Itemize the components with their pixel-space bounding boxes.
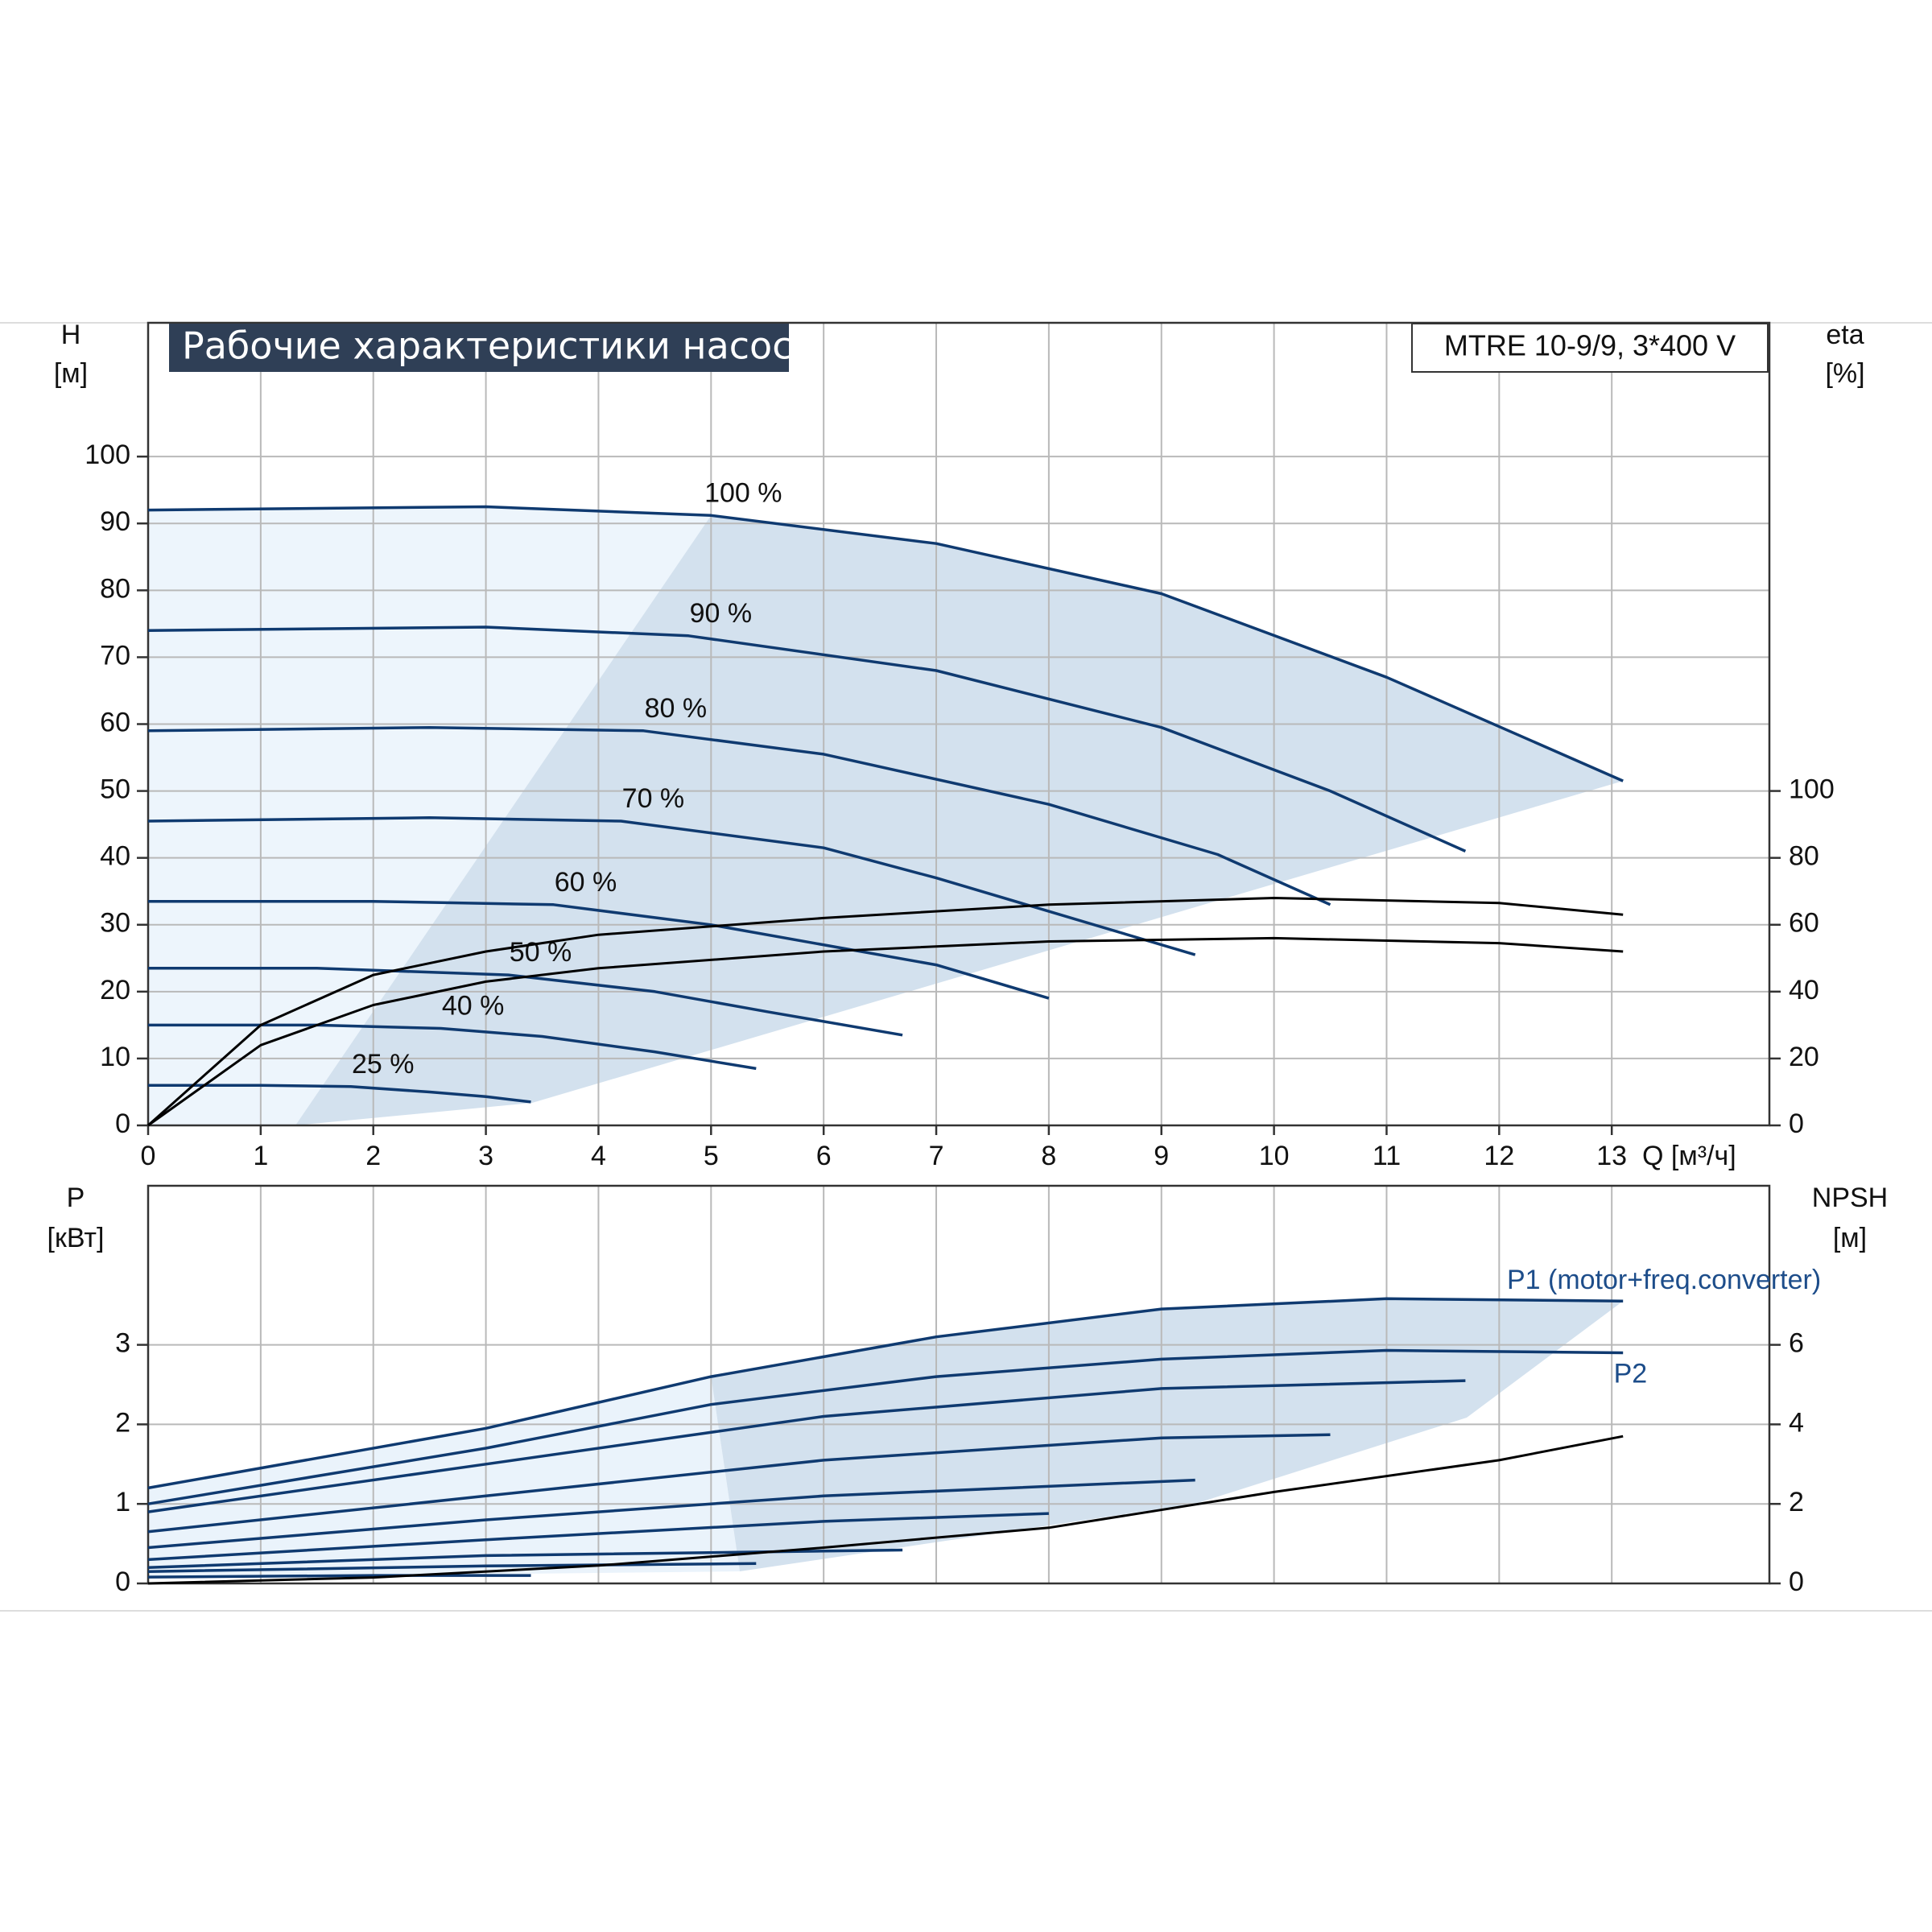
secondary-line [147, 936, 1624, 1127]
line [148, 1023, 757, 1071]
y-tick-label: 80 [100, 573, 130, 604]
title-box [169, 324, 789, 372]
line [148, 967, 903, 1037]
series-label: 50 % [510, 937, 572, 968]
line [147, 505, 1624, 782]
y2-tick-label: 80 [1789, 841, 1819, 872]
y-tick-label: 70 [100, 640, 130, 671]
secondary-line [147, 1435, 1624, 1585]
line [147, 1379, 1466, 1513]
plot-frame [147, 321, 1771, 1127]
x-axis-label: Q [м³/ч] [1642, 1141, 1736, 1171]
y2-axis-unit: [%] [1825, 358, 1864, 389]
x-tick-label: 9 [1154, 1141, 1169, 1171]
y2-axis-unit: [м] [1833, 1223, 1867, 1253]
y-tick-label: 0 [115, 1108, 130, 1139]
line [147, 1512, 1049, 1562]
y2-tick-label: 4 [1789, 1407, 1804, 1438]
model-box [1411, 323, 1769, 373]
y-tick-label: 60 [100, 707, 130, 737]
line [147, 816, 1196, 956]
plot-frame [147, 1184, 1771, 1585]
x-tick-label: 5 [704, 1141, 719, 1171]
y2-axis-label: NPSH [1812, 1183, 1888, 1213]
x-tick-label: 8 [1041, 1141, 1056, 1171]
y-tick-label: 0 [115, 1567, 130, 1597]
area-dark [295, 515, 1624, 1125]
series-label: P2 [1614, 1358, 1648, 1389]
line [147, 1297, 1624, 1490]
x-tick-label: 3 [478, 1141, 493, 1171]
line [148, 899, 1050, 1000]
model-label: MTRE 10-9/9, 3*400 V [1444, 329, 1736, 362]
y2-tick-label: 20 [1789, 1042, 1819, 1072]
series-label: 25 % [352, 1049, 415, 1080]
line [147, 1574, 531, 1579]
y2-tick-label: 0 [1789, 1567, 1804, 1597]
series-label: 60 % [555, 867, 617, 898]
y-tick-label: 30 [100, 908, 130, 939]
y-tick-label: 1 [115, 1487, 130, 1517]
line [147, 1433, 1331, 1534]
series-label: 90 % [690, 598, 753, 629]
y2-tick-label: 0 [1789, 1108, 1804, 1139]
y-tick-label: 90 [100, 506, 130, 537]
y2-tick-label: 60 [1789, 908, 1819, 939]
series-label: 40 % [442, 991, 505, 1022]
y-axis-unit: [кВт] [47, 1223, 105, 1253]
y2-tick-label: 40 [1789, 975, 1819, 1005]
y-axis-label: P [67, 1183, 85, 1213]
area-light [148, 506, 712, 1125]
line [147, 1562, 757, 1573]
series-label: 80 % [645, 693, 708, 724]
y-tick-label: 20 [100, 975, 130, 1005]
y-tick-label: 10 [100, 1042, 130, 1072]
line [147, 1478, 1195, 1550]
secondary-line [147, 897, 1624, 1127]
y-tick-label: 3 [115, 1328, 130, 1359]
x-tick-label: 2 [365, 1141, 381, 1171]
x-tick-label: 0 [141, 1141, 156, 1171]
y-tick-label: 40 [100, 841, 130, 872]
y2-tick-label: 2 [1789, 1487, 1804, 1517]
y-tick-label: 100 [85, 440, 130, 470]
line [147, 1348, 1624, 1505]
series-label: 70 % [622, 783, 685, 814]
y-axis-unit: [м] [54, 358, 88, 389]
x-tick-label: 11 [1373, 1141, 1401, 1171]
y2-tick-label: 6 [1789, 1328, 1804, 1359]
series-label: 100 % [704, 477, 782, 508]
y-tick-label: 50 [100, 774, 130, 805]
x-tick-label: 6 [816, 1141, 832, 1171]
x-tick-label: 7 [929, 1141, 944, 1171]
x-tick-label: 4 [591, 1141, 606, 1171]
y-axis-label: H [61, 320, 81, 350]
series-label: P1 (motor+freq.converter) [1507, 1265, 1821, 1295]
x-tick-label: 10 [1259, 1141, 1290, 1171]
y2-tick-label: 100 [1789, 774, 1835, 805]
x-tick-label: 12 [1484, 1141, 1514, 1171]
chart-title: Рабочие характеристики насоса [182, 324, 815, 368]
y2-axis-label: eta [1826, 320, 1864, 350]
x-tick-label: 1 [253, 1141, 268, 1171]
line [147, 625, 1467, 852]
line [148, 1084, 531, 1104]
x-tick-label: 13 [1596, 1141, 1627, 1171]
y-tick-label: 2 [115, 1407, 130, 1438]
line [147, 725, 1331, 906]
